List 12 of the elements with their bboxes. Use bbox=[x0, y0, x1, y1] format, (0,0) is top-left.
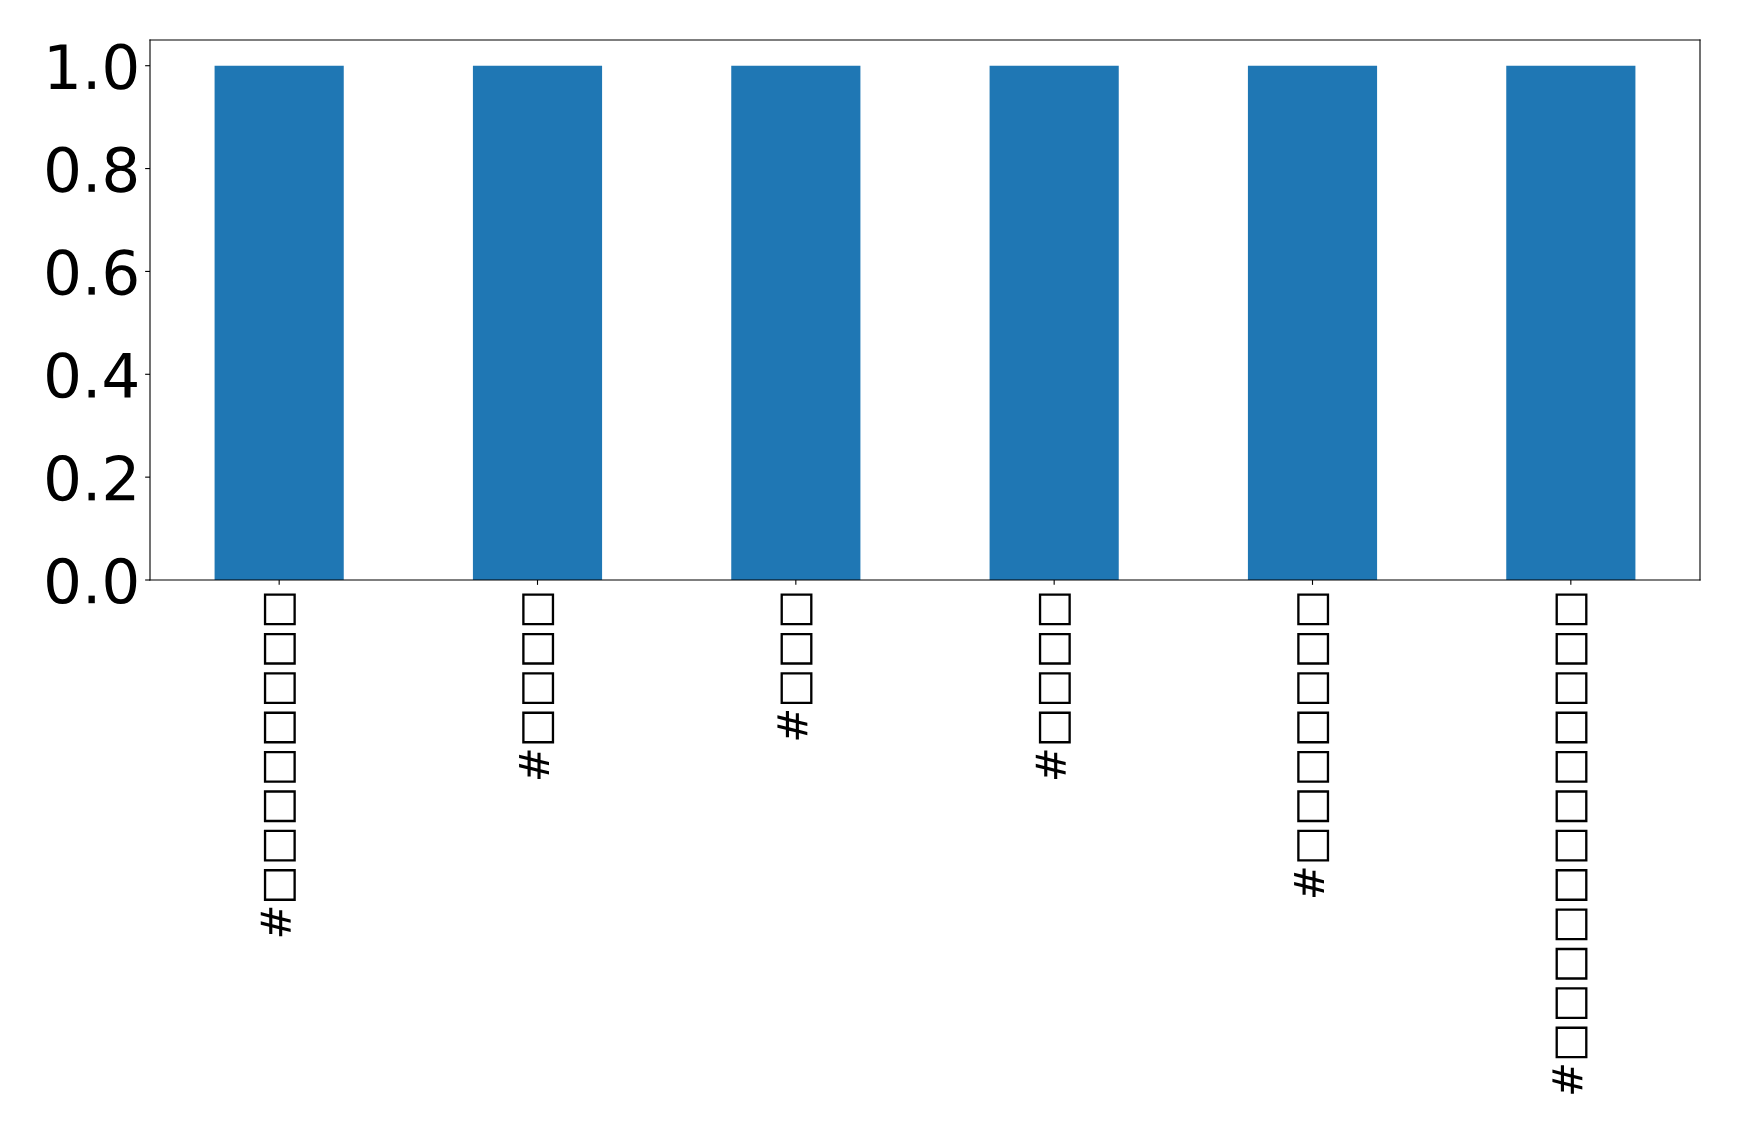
y-tick-label: 0.6 bbox=[47, 249, 137, 296]
y-tick-label: 1.0 bbox=[49, 43, 137, 90]
x-tick-label: #□□□□□□□□□□□□ bbox=[1552, 593, 1588, 1094]
x-tick-label: #□□□ bbox=[777, 593, 813, 740]
x-tick-label: #□□□□ bbox=[1035, 593, 1071, 779]
y-tick-label: 0.2 bbox=[47, 455, 135, 502]
x-tick-label: #□□□□□□□□ bbox=[260, 593, 296, 937]
y-tick-label: 0.4 bbox=[47, 352, 137, 399]
x-tick-label: #□□□□ bbox=[519, 593, 555, 779]
x-tick-label: #□□□□□□□ bbox=[1294, 593, 1330, 897]
y-tick-label: 0.0 bbox=[47, 557, 137, 605]
y-tick-label: 0.8 bbox=[47, 146, 137, 193]
